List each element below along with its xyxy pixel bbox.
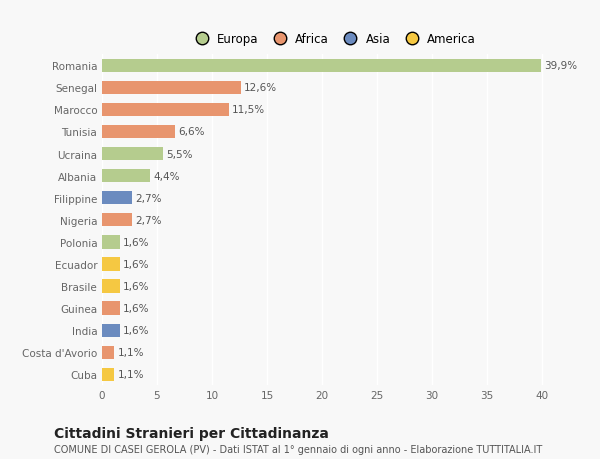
Text: 1,6%: 1,6%: [123, 259, 149, 269]
Text: 39,9%: 39,9%: [544, 61, 577, 71]
Bar: [102, 126, 175, 139]
Bar: [102, 148, 163, 161]
Text: 1,6%: 1,6%: [123, 237, 149, 247]
Text: 1,1%: 1,1%: [118, 369, 144, 380]
Bar: [102, 236, 119, 249]
Text: COMUNE DI CASEI GEROLA (PV) - Dati ISTAT al 1° gennaio di ogni anno - Elaborazio: COMUNE DI CASEI GEROLA (PV) - Dati ISTAT…: [54, 444, 542, 454]
Text: 4,4%: 4,4%: [154, 171, 180, 181]
Bar: [102, 192, 132, 205]
Text: 11,5%: 11,5%: [232, 105, 265, 115]
Bar: [102, 258, 119, 271]
Legend: Europa, Africa, Asia, America: Europa, Africa, Asia, America: [185, 28, 481, 50]
Bar: [102, 302, 119, 315]
Bar: [102, 280, 119, 293]
Text: 2,7%: 2,7%: [135, 193, 161, 203]
Text: 6,6%: 6,6%: [178, 127, 205, 137]
Bar: [102, 368, 114, 381]
Text: 12,6%: 12,6%: [244, 83, 277, 93]
Bar: [102, 214, 132, 227]
Bar: [102, 346, 114, 359]
Text: 1,6%: 1,6%: [123, 325, 149, 336]
Text: 1,6%: 1,6%: [123, 281, 149, 291]
Bar: [102, 104, 229, 117]
Text: 1,1%: 1,1%: [118, 347, 144, 358]
Text: 2,7%: 2,7%: [135, 215, 161, 225]
Text: 5,5%: 5,5%: [166, 149, 193, 159]
Bar: [102, 82, 241, 95]
Bar: [102, 60, 541, 73]
Text: 1,6%: 1,6%: [123, 303, 149, 313]
Text: Cittadini Stranieri per Cittadinanza: Cittadini Stranieri per Cittadinanza: [54, 426, 329, 440]
Bar: [102, 324, 119, 337]
Bar: [102, 170, 151, 183]
